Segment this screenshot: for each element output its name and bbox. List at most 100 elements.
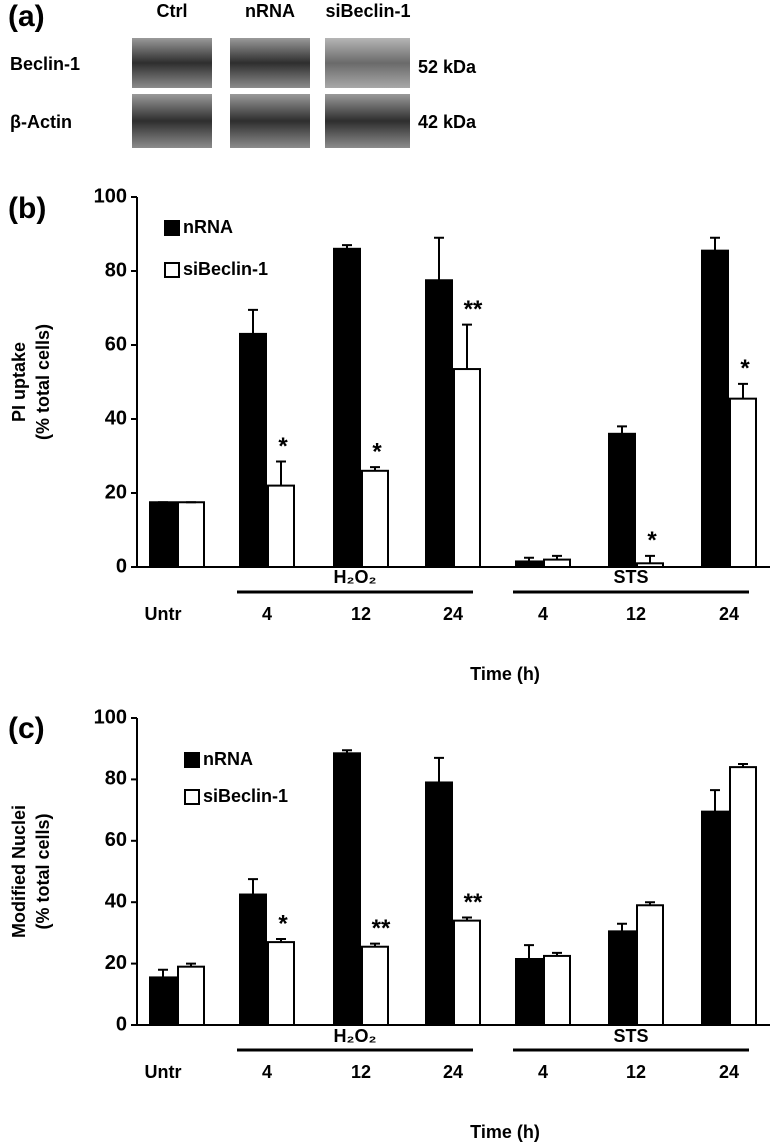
bar — [729, 397, 757, 568]
error-bar — [248, 878, 258, 895]
x-tick-label: 24 — [443, 604, 463, 624]
lane-label: siBeclin-1 — [325, 1, 410, 21]
error-bar — [738, 763, 748, 768]
y-axis-label: (% total cells) — [33, 324, 53, 440]
panel-label: (a) — [8, 0, 45, 33]
y-tick-label: 40 — [105, 407, 127, 429]
group-label: STS — [613, 1026, 648, 1046]
error-bar — [738, 382, 748, 399]
bar — [425, 781, 453, 1026]
y-axis-label: (% total cells) — [33, 813, 53, 929]
y-axis-label: Modified Nuclei — [9, 805, 29, 938]
error-bar — [710, 236, 720, 251]
error-bar — [645, 901, 655, 906]
group-label: STS — [613, 567, 648, 587]
bar — [543, 558, 571, 568]
error-bar — [552, 951, 562, 956]
x-tick-label: 4 — [262, 1062, 272, 1082]
y-tick-label: 100 — [94, 185, 127, 207]
significance: ** — [464, 889, 483, 916]
error-bar — [552, 554, 562, 560]
bar — [453, 368, 481, 568]
error-bar — [248, 308, 258, 334]
bar — [608, 930, 636, 1026]
y-tick-label: 0 — [116, 555, 127, 577]
y-tick-label: 100 — [94, 706, 127, 728]
x-tick-label: Untr — [145, 1062, 182, 1082]
legend-label: siBeclin-1 — [183, 259, 268, 279]
legend-swatch — [164, 262, 180, 278]
y-tick-label: 80 — [105, 259, 127, 281]
bar — [636, 562, 664, 568]
legend-label: nRNA — [203, 749, 253, 769]
bar — [636, 904, 664, 1027]
bar — [729, 766, 757, 1026]
row-label: Beclin-1 — [10, 54, 80, 74]
bar — [239, 893, 267, 1027]
blot-band — [325, 38, 410, 88]
x-axis-label: Time (h) — [470, 1122, 540, 1142]
y-tick-label: 60 — [105, 333, 127, 355]
panel-label: (b) — [8, 192, 46, 225]
x-tick-label: Untr — [145, 604, 182, 624]
significance: * — [647, 527, 657, 554]
bar — [177, 501, 205, 568]
significance: ** — [372, 915, 391, 942]
x-axis-label: Time (h) — [470, 664, 540, 684]
x-tick-label: 12 — [626, 604, 646, 624]
x-tick-label: 24 — [719, 604, 739, 624]
bar — [515, 560, 543, 569]
group-label: H₂O₂ — [334, 1026, 377, 1046]
error-bar — [710, 789, 720, 812]
bar — [267, 941, 295, 1026]
legend-swatch — [184, 789, 200, 805]
error-bar — [524, 556, 534, 562]
group-label: H₂O₂ — [334, 567, 377, 587]
error-bar — [276, 460, 286, 486]
x-tick-label: 24 — [719, 1062, 739, 1082]
error-bar — [617, 425, 627, 434]
bar — [608, 432, 636, 568]
bar — [361, 945, 389, 1027]
lane-label: nRNA — [245, 1, 295, 21]
bar — [177, 965, 205, 1026]
bar — [361, 469, 389, 568]
bar — [543, 954, 571, 1026]
error-bar — [434, 756, 444, 783]
y-tick-label: 20 — [105, 481, 127, 503]
error-bar — [434, 236, 444, 281]
significance: ** — [464, 296, 483, 323]
error-bar — [617, 922, 627, 932]
bar — [701, 249, 729, 568]
legend-swatch — [184, 752, 200, 768]
bar — [425, 279, 453, 568]
size-label: 42 kDa — [418, 112, 477, 132]
x-tick-label: 12 — [351, 1062, 371, 1082]
y-tick-label: 80 — [105, 768, 127, 790]
significance: * — [372, 438, 382, 465]
legend-swatch — [164, 220, 180, 236]
blot-band — [325, 94, 410, 148]
x-tick-label: 4 — [262, 604, 272, 624]
bar — [515, 957, 543, 1026]
bar — [453, 919, 481, 1026]
blot-band — [230, 94, 310, 148]
y-axis-label: PI uptake — [9, 342, 29, 422]
error-bar — [462, 916, 472, 921]
y-tick-label: 60 — [105, 829, 127, 851]
bar — [149, 976, 177, 1026]
bar — [239, 332, 267, 568]
row-label: β-Actin — [10, 112, 72, 132]
bar — [267, 484, 295, 569]
y-tick-label: 40 — [105, 890, 127, 912]
error-bar — [342, 244, 352, 249]
bar — [701, 810, 729, 1027]
x-tick-label: 12 — [351, 604, 371, 624]
blot-band — [230, 38, 310, 88]
error-bar — [276, 938, 286, 943]
x-tick-label: 4 — [538, 604, 548, 624]
error-bar — [186, 962, 196, 967]
error-bar — [370, 466, 380, 471]
error-bar — [645, 554, 655, 564]
